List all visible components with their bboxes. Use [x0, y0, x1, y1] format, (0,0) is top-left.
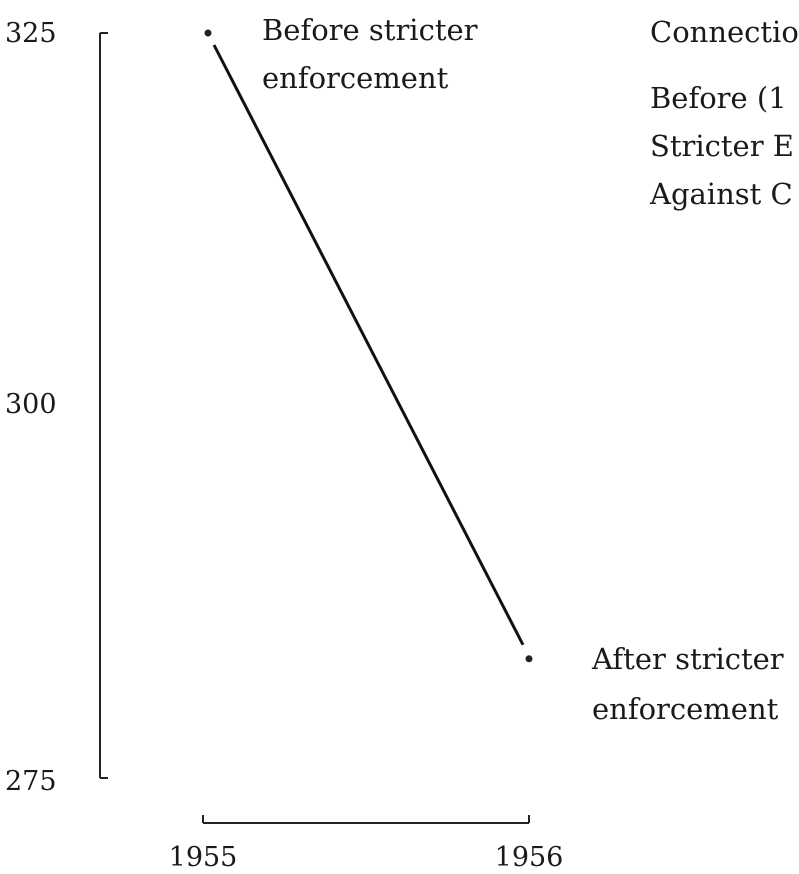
chart-title-line-2: Before (1	[650, 81, 787, 115]
point-label-before-line1: Before stricter	[262, 13, 478, 47]
point-label-before-line2: enforcement	[262, 61, 449, 95]
y-tick-label-275: 275	[5, 766, 57, 797]
chart-title-line-1: Connectio	[650, 15, 799, 49]
point-label-after-line1: After stricter	[591, 642, 784, 676]
data-point-1956	[525, 655, 533, 663]
point-label-after-line2: enforcement	[592, 692, 779, 726]
data-point-1955	[204, 29, 212, 37]
y-tick-label-300: 300	[5, 389, 57, 420]
x-tick-label-1955: 1955	[169, 842, 238, 873]
y-tick-label-325: 325	[5, 18, 57, 49]
series-line	[212, 44, 525, 646]
chart-title-line-3: Stricter E	[650, 129, 794, 163]
x-tick-label-1956: 1956	[495, 842, 564, 873]
chart-title-line-4: Against C	[649, 177, 793, 211]
